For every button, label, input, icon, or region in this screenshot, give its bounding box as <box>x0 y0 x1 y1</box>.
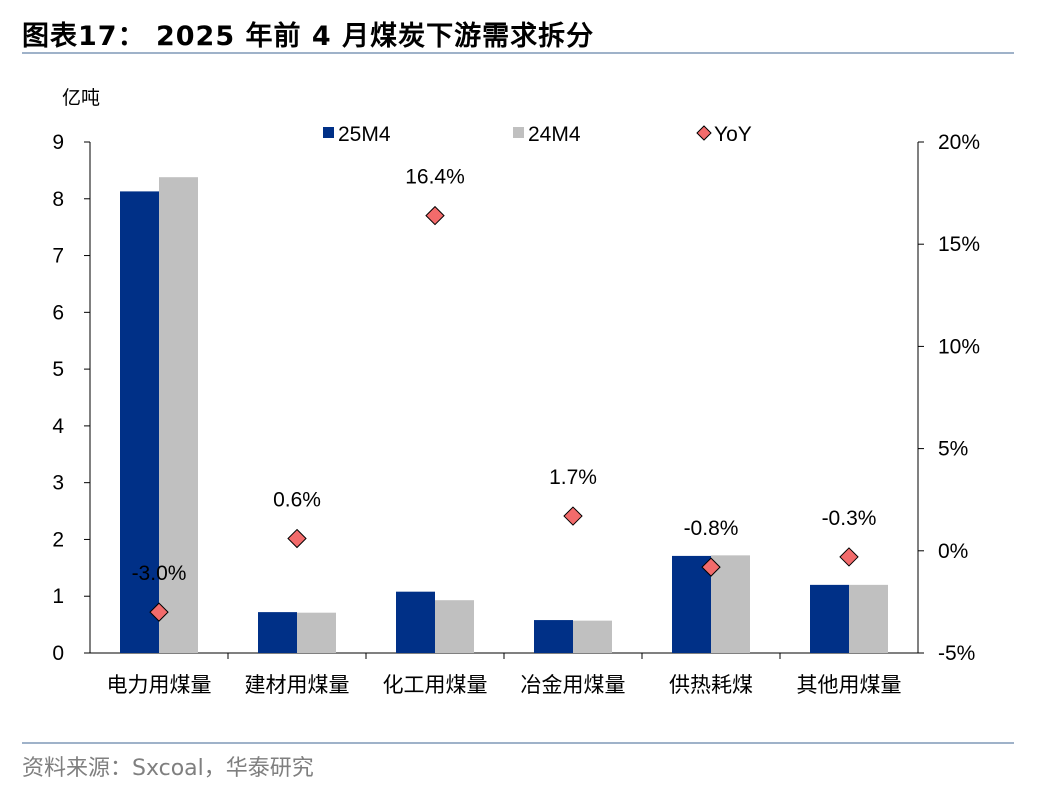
left-tick-label: 5 <box>52 358 64 381</box>
left-tick-label: 4 <box>52 415 64 438</box>
category-label: 其他用煤量 <box>797 674 902 697</box>
source-note: 资料来源：Sxcoal，华泰研究 <box>22 756 314 781</box>
category-label: 化工用煤量 <box>383 674 488 697</box>
yoy-marker <box>839 547 859 567</box>
right-tick-label: 0% <box>938 540 968 563</box>
right-tick-label: 5% <box>938 438 968 461</box>
yoy-marker <box>701 557 721 577</box>
left-tick-label: 1 <box>52 585 64 608</box>
bar-24M4 <box>573 620 612 653</box>
chart: 0 1 2 3 4 5 6 7 8 9 亿吨 -5% 0% 5% 10% 15% 20% 电力用煤量 -3.0% 建材… <box>52 87 980 697</box>
yoy-data-label: -0.3% <box>822 507 877 530</box>
title-divider <box>22 52 1014 54</box>
left-tick-label: 6 <box>52 301 64 324</box>
right-tick-label: 20% <box>938 131 980 154</box>
bar-24M4 <box>159 177 198 654</box>
bar-25M4 <box>810 584 849 653</box>
bar-24M4 <box>711 555 750 653</box>
footer-divider <box>22 742 1014 744</box>
bar-25M4 <box>120 191 159 653</box>
left-axis-unit: 亿吨 <box>62 87 100 109</box>
legend-label-25M4: 25M4 <box>338 123 391 146</box>
left-tick-label: 8 <box>52 188 64 211</box>
category-label: 建材用煤量 <box>245 674 350 697</box>
legend-label-24M4: 24M4 <box>528 123 581 146</box>
bar-25M4 <box>672 555 711 653</box>
yoy-marker <box>287 528 307 549</box>
category-label: 冶金用煤量 <box>521 674 626 697</box>
yoy-data-label: -3.0% <box>132 562 187 585</box>
yoy-data-label: 0.6% <box>273 489 321 512</box>
bar-25M4 <box>534 620 573 653</box>
legend-swatch-yoy <box>696 125 712 141</box>
category-label: 供热耗煤 <box>669 674 753 697</box>
left-tick-label: 2 <box>52 528 64 551</box>
bar-24M4 <box>435 600 474 653</box>
yoy-data-label: 1.7% <box>549 466 597 489</box>
yoy-marker <box>425 205 445 226</box>
right-tick-label: 15% <box>938 233 980 256</box>
legend-label-yoy: YoY <box>714 123 752 146</box>
left-tick-label: 7 <box>52 245 64 268</box>
yoy-data-label: 16.4% <box>405 166 465 189</box>
left-tick-label: 9 <box>52 131 64 154</box>
legend-swatch-24M4 <box>513 127 524 138</box>
yoy-marker <box>149 602 169 622</box>
yoy-marker <box>563 506 583 526</box>
bar-25M4 <box>258 612 297 653</box>
right-tick-label: -5% <box>938 642 975 665</box>
chart-title: 图表17： 2025 年前 4 月煤炭下游需求拆分 <box>22 21 595 52</box>
category-label: 电力用煤量 <box>107 674 212 697</box>
legend-swatch-25M4 <box>323 127 334 138</box>
bar-24M4 <box>849 584 888 653</box>
left-tick-label: 3 <box>52 472 64 495</box>
yoy-data-label: -0.8% <box>684 517 739 540</box>
left-tick-label: 0 <box>52 642 64 665</box>
bar-25M4 <box>396 591 435 653</box>
bar-24M4 <box>297 612 336 653</box>
right-tick-label: 10% <box>938 335 980 358</box>
